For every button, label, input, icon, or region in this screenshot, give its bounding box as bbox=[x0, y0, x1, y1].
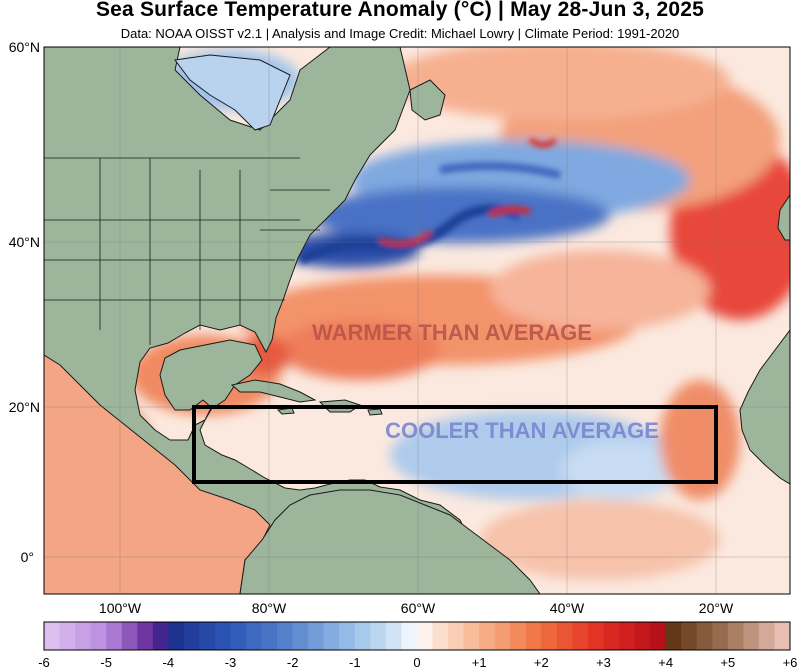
anomaly-field bbox=[44, 47, 790, 594]
colorbar-swatch bbox=[106, 622, 123, 650]
colorbar-swatch bbox=[494, 622, 511, 650]
lat-label: 0° bbox=[21, 549, 34, 565]
political-boundaries bbox=[44, 157, 330, 345]
colorbar-swatch bbox=[90, 622, 107, 650]
colorbar-swatch bbox=[121, 622, 138, 650]
colorbar-label: +6 bbox=[783, 655, 798, 669]
colorbar-swatch bbox=[339, 622, 356, 650]
lon-label: 40°W bbox=[550, 600, 585, 616]
colorbar-swatch bbox=[354, 622, 371, 650]
colorbar-swatch bbox=[261, 622, 278, 650]
colorbar-swatch bbox=[214, 622, 231, 650]
colorbar-swatch bbox=[75, 622, 92, 650]
colorbar bbox=[43, 621, 791, 651]
colorbar-swatch bbox=[152, 622, 169, 650]
colorbar-label: +5 bbox=[720, 655, 735, 669]
colorbar-label: -2 bbox=[287, 655, 299, 669]
colorbar-swatch bbox=[370, 622, 387, 650]
colorbar-swatch bbox=[603, 622, 620, 650]
colorbar-label: -3 bbox=[225, 655, 237, 669]
colorbar-label: +3 bbox=[596, 655, 611, 669]
colorbar-swatch bbox=[727, 622, 744, 650]
colorbar-label: -1 bbox=[349, 655, 361, 669]
colorbar-labels: -6 -5 -4 -3 -2 -1 0 +1 +2 +3 +4 +5 +6 bbox=[38, 655, 797, 669]
lat-label: 40°N bbox=[9, 234, 40, 250]
newfoundland-land bbox=[409, 79, 446, 121]
colorbar-label: 0 bbox=[413, 655, 420, 669]
colorbar-swatch bbox=[308, 622, 325, 650]
cuba-island bbox=[230, 379, 317, 403]
colorbar-swatch bbox=[385, 622, 402, 650]
colorbar-label: -4 bbox=[163, 655, 175, 669]
colorbar-swatch bbox=[572, 622, 589, 650]
lon-label: 60°W bbox=[401, 600, 436, 616]
colorbar-swatch bbox=[634, 622, 651, 650]
colorbar-swatch bbox=[650, 622, 667, 650]
colorbar-swatch bbox=[758, 622, 775, 650]
colorbar-swatch bbox=[417, 622, 434, 650]
colorbar-swatch bbox=[510, 622, 527, 650]
colorbar-label: -5 bbox=[100, 655, 112, 669]
colorbar-swatch bbox=[712, 622, 729, 650]
colorbar-swatch bbox=[199, 622, 216, 650]
colorbar-swatch bbox=[230, 622, 247, 650]
colorbar-swatch bbox=[696, 622, 713, 650]
colorbar-swatch bbox=[556, 622, 573, 650]
colorbar-swatch bbox=[448, 622, 465, 650]
colorbar-swatch bbox=[432, 622, 449, 650]
colorbar-swatch bbox=[774, 622, 791, 650]
lon-label: 20°W bbox=[699, 600, 734, 616]
south-america-land bbox=[239, 489, 541, 594]
iberia-land bbox=[777, 194, 790, 241]
anomaly-filaments bbox=[297, 137, 561, 265]
longitude-labels: 100°W 80°W 60°W 40°W 20°W bbox=[99, 600, 734, 616]
colorbar-swatch bbox=[168, 622, 185, 650]
highlight-box-main-development-region bbox=[192, 405, 718, 484]
map-title: Sea Surface Temperature Anomaly (°C) | M… bbox=[95, 0, 705, 21]
colorbar-label: +2 bbox=[534, 655, 549, 669]
colorbar-swatch bbox=[587, 622, 604, 650]
land-masses bbox=[44, 47, 790, 594]
plot-frame bbox=[43, 46, 791, 595]
latitude-labels: 60°N 40°N 20°N 0° bbox=[9, 39, 40, 565]
colorbar-swatch bbox=[44, 622, 61, 650]
lon-label: 100°W bbox=[99, 600, 142, 616]
colorbar-label: +1 bbox=[472, 655, 487, 669]
colorbar-swatch bbox=[401, 622, 418, 650]
colorbar-label: +4 bbox=[658, 655, 673, 669]
colorbar-swatch bbox=[59, 622, 76, 650]
colorbar-swatch bbox=[743, 622, 760, 650]
colorbar-swatch bbox=[619, 622, 636, 650]
warmer-annotation: WARMER THAN AVERAGE bbox=[312, 320, 592, 345]
colorbar-swatch bbox=[463, 622, 480, 650]
colorbar-swatch bbox=[681, 622, 698, 650]
map-subtitle: Data: NOAA OISST v2.1 | Analysis and Ima… bbox=[120, 26, 680, 41]
colorbar-swatch bbox=[323, 622, 340, 650]
colorbar-swatch bbox=[246, 622, 263, 650]
colorbar-swatch bbox=[292, 622, 309, 650]
hudson-bay bbox=[174, 54, 291, 131]
colorbar-swatch bbox=[277, 622, 294, 650]
colorbar-swatch bbox=[665, 622, 682, 650]
lat-label: 20°N bbox=[9, 399, 40, 415]
lon-label: 80°W bbox=[252, 600, 287, 616]
lat-label: 60°N bbox=[9, 39, 40, 55]
colorbar-swatch bbox=[479, 622, 496, 650]
colorbar-swatch bbox=[525, 622, 542, 650]
cooler-annotation: COOLER THAN AVERAGE bbox=[385, 418, 659, 443]
colorbar-frame bbox=[43, 621, 791, 651]
colorbar-swatch bbox=[183, 622, 200, 650]
puerto-rico-island bbox=[367, 408, 383, 416]
colorbar-swatch bbox=[541, 622, 558, 650]
plot-area: WARMER THAN AVERAGE COOLER THAN AVERAGE bbox=[44, 47, 790, 594]
colorbar-swatch bbox=[137, 622, 154, 650]
colorbar-label: -6 bbox=[38, 655, 50, 669]
